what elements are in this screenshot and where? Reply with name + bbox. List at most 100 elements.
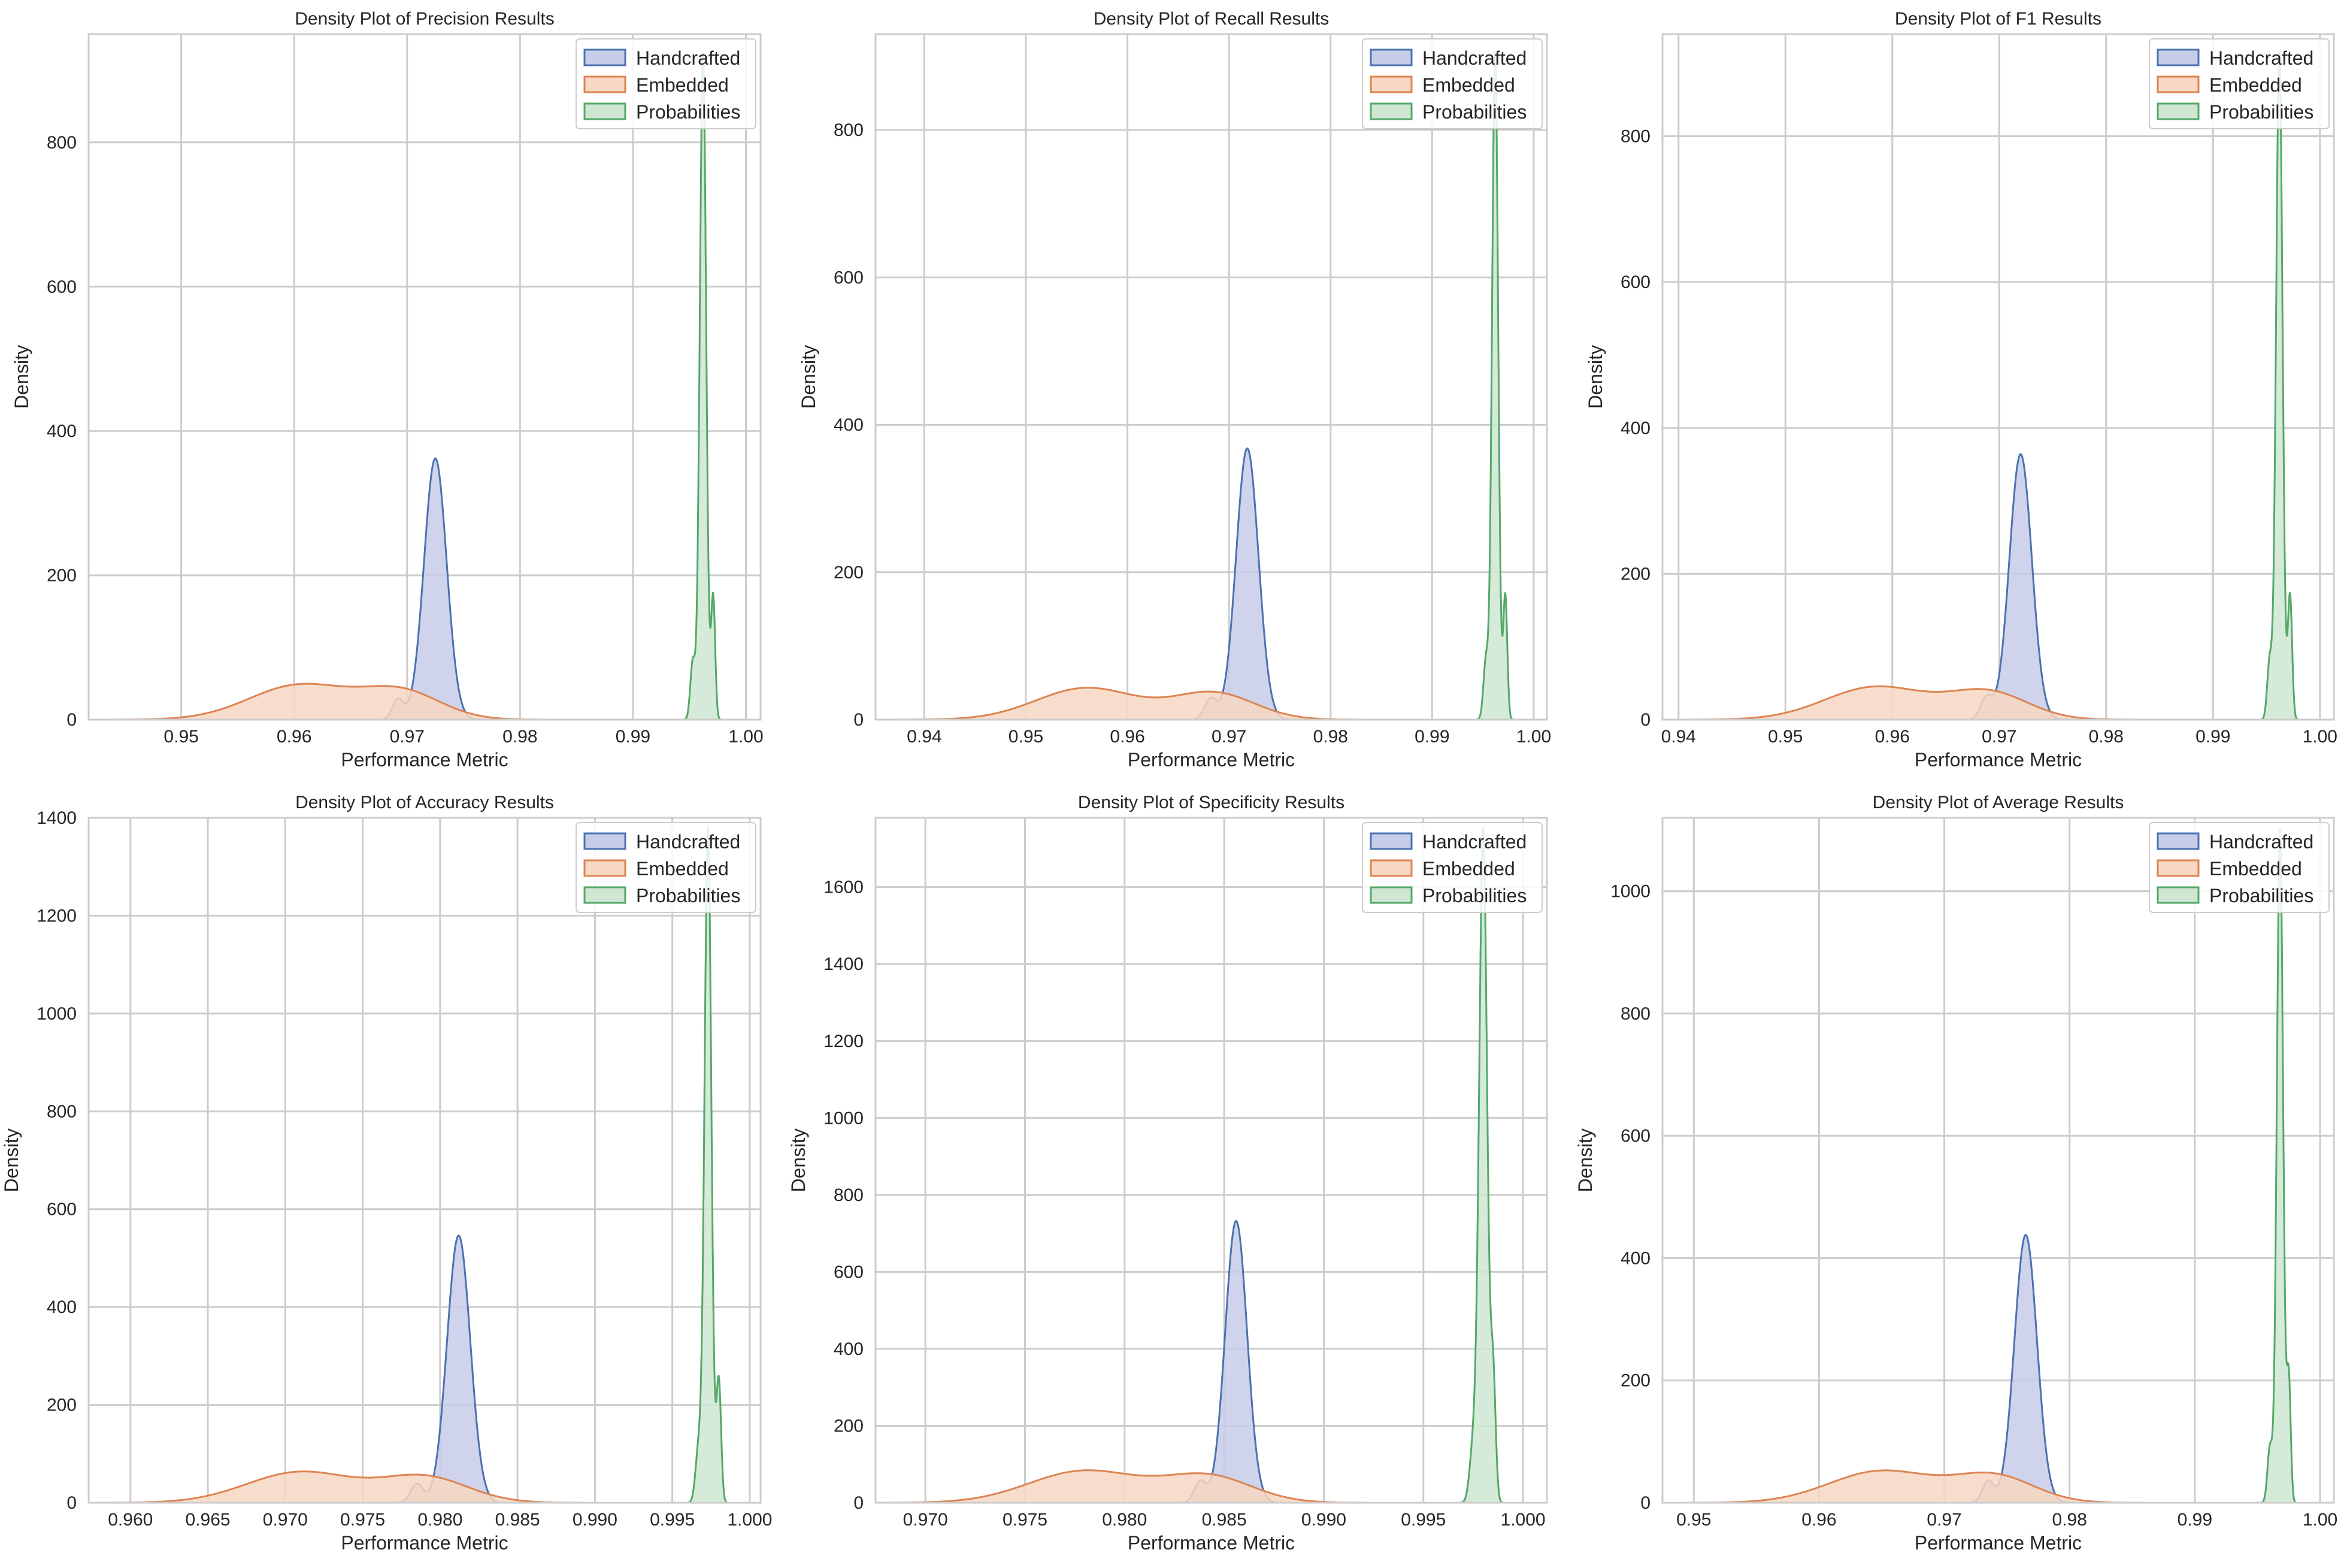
y-tick-label: 200: [47, 566, 77, 586]
y-tick-label: 600: [834, 1262, 864, 1282]
x-tick-label: 0.970: [903, 1510, 948, 1530]
y-tick-label: 0: [853, 710, 864, 730]
legend: Handcrafted Embedded Probabilities: [576, 38, 756, 129]
legend-swatch-probabilities: [2157, 102, 2200, 120]
y-tick-label: 800: [834, 120, 864, 140]
legend-swatch-handcrafted: [583, 48, 626, 66]
axes-frame: [1661, 33, 2335, 721]
legend-swatch-embedded: [2157, 859, 2200, 877]
legend-swatch-embedded: [1370, 859, 1413, 877]
legend-label: Handcrafted: [2209, 831, 2313, 853]
legend-label: Handcrafted: [2209, 47, 2313, 69]
x-tick-label: 0.975: [1003, 1510, 1047, 1530]
x-tick-label: 0.97: [1982, 727, 2016, 747]
density-area-probabilities: [1474, 52, 1515, 720]
legend-swatch-probabilities: [583, 102, 626, 120]
density-area-handcrafted: [389, 1235, 511, 1503]
legend-swatch-handcrafted: [2157, 48, 2200, 66]
y-tick-label: 800: [47, 133, 77, 153]
density-area-handcrafted: [1963, 1235, 2077, 1503]
legend-label: Embedded: [1422, 858, 1515, 879]
legend-label: Handcrafted: [1422, 831, 1527, 853]
x-axis-label: Performance Metric: [1128, 749, 1295, 771]
x-tick-label: 1.00: [2303, 1510, 2337, 1530]
legend-label: Embedded: [2209, 74, 2302, 96]
legend-swatch-probabilities: [583, 886, 626, 904]
x-tick-label: 1.00: [1516, 727, 1551, 747]
density-area-handcrafted: [373, 458, 486, 720]
x-axis-label: Performance Metric: [341, 749, 508, 771]
y-tick-label: 1000: [37, 1004, 77, 1024]
y-tick-label: 800: [1621, 1004, 1651, 1024]
y-axis-label: Density: [788, 1129, 809, 1193]
x-axis-label: Performance Metric: [1915, 749, 2082, 771]
x-tick-label: 0.96: [1110, 727, 1144, 747]
x-tick-label: 0.970: [263, 1510, 308, 1530]
density-area-embedded: [1662, 686, 2167, 720]
axes-frame: [1661, 817, 2335, 1504]
y-tick-label: 0: [66, 710, 77, 730]
gridlines: [1662, 34, 2334, 721]
legend: Handcrafted Embedded Probabilities: [2149, 38, 2330, 129]
density-panel: 0.95 0.96 0.97 0.98 0.99 1.00 0 200 400 600 800 100…: [1574, 793, 2337, 1554]
x-tick-label: 0.97: [390, 727, 425, 747]
axes-frame: [874, 817, 1548, 1504]
x-axis-label: Performance Metric: [1128, 1532, 1295, 1554]
density-curve-probabilities: [2258, 829, 2298, 1504]
legend: Handcrafted Embedded Probabilities: [576, 822, 756, 913]
density-curve-embedded: [89, 1470, 620, 1504]
y-axis-label: Density: [798, 345, 819, 409]
axes-frame: [87, 817, 762, 1504]
density-area-embedded: [89, 684, 580, 720]
density-panel: 0.970 0.975 0.980 0.985 0.990 0.995 1.000 0 200 4…: [788, 793, 1548, 1554]
legend-swatch-probabilities: [1370, 102, 1413, 120]
y-tick-label: 1000: [1610, 882, 1651, 902]
density-area-embedded: [876, 687, 1397, 720]
legend-swatch-handcrafted: [2157, 832, 2200, 850]
y-tick-label: 1600: [823, 878, 864, 897]
density-area-probabilities: [2258, 52, 2300, 720]
x-tick-label: 0.95: [1768, 727, 1803, 747]
legend: Handcrafted Embedded Probabilities: [1362, 822, 1543, 913]
y-tick-label: 200: [834, 1416, 864, 1436]
x-tick-label: 0.980: [417, 1510, 462, 1530]
y-tick-label: 1400: [823, 954, 864, 974]
density-panel: 0.94 0.95 0.96 0.97 0.98 0.99 1.00 0 200 400 600 80…: [798, 9, 1551, 771]
chart-title: Density Plot of Average Results: [1873, 793, 2124, 812]
legend-swatch-embedded: [583, 75, 626, 93]
x-tick-label: 1.00: [728, 727, 763, 747]
gridlines: [89, 817, 761, 1504]
density-curve-embedded: [89, 683, 580, 721]
legend-label: Probabilities: [636, 885, 740, 906]
legend-swatch-probabilities: [2157, 886, 2200, 904]
density-area-embedded: [89, 1471, 620, 1503]
x-tick-label: 0.99: [1415, 727, 1449, 747]
y-tick-label: 800: [834, 1185, 864, 1205]
x-tick-label: 0.98: [1313, 727, 1348, 747]
legend-label: Embedded: [636, 858, 729, 879]
legend-swatch-handcrafted: [1370, 48, 1413, 66]
y-tick-label: 1200: [37, 906, 77, 926]
x-axis-label: Performance Metric: [1915, 1532, 2082, 1554]
density-curve-embedded: [1662, 685, 2167, 721]
x-tick-label: 0.995: [650, 1510, 695, 1530]
y-axis-label: Density: [11, 345, 32, 409]
y-tick-label: 800: [47, 1102, 77, 1121]
y-tick-label: 200: [47, 1396, 77, 1415]
legend-label: Handcrafted: [636, 831, 740, 853]
x-tick-label: 0.97: [1212, 727, 1246, 747]
y-tick-label: 400: [1621, 1248, 1651, 1268]
x-axis-label: Performance Metric: [341, 1532, 508, 1554]
y-tick-label: 600: [834, 268, 864, 287]
x-tick-label: 0.980: [1102, 1510, 1147, 1530]
y-tick-label: 400: [47, 421, 77, 441]
density-curves: [89, 51, 723, 721]
density-curves: [1662, 829, 2298, 1504]
legend-label: Embedded: [1422, 74, 1515, 96]
x-tick-label: 0.98: [2089, 727, 2124, 747]
legend-swatch-handcrafted: [583, 832, 626, 850]
density-panel: 0.95 0.96 0.97 0.98 0.99 1.00 0 200 400 600 800 Den…: [11, 9, 764, 771]
y-tick-label: 400: [834, 1339, 864, 1359]
x-tick-label: 0.990: [1301, 1510, 1346, 1530]
density-area-probabilities: [2258, 830, 2298, 1503]
